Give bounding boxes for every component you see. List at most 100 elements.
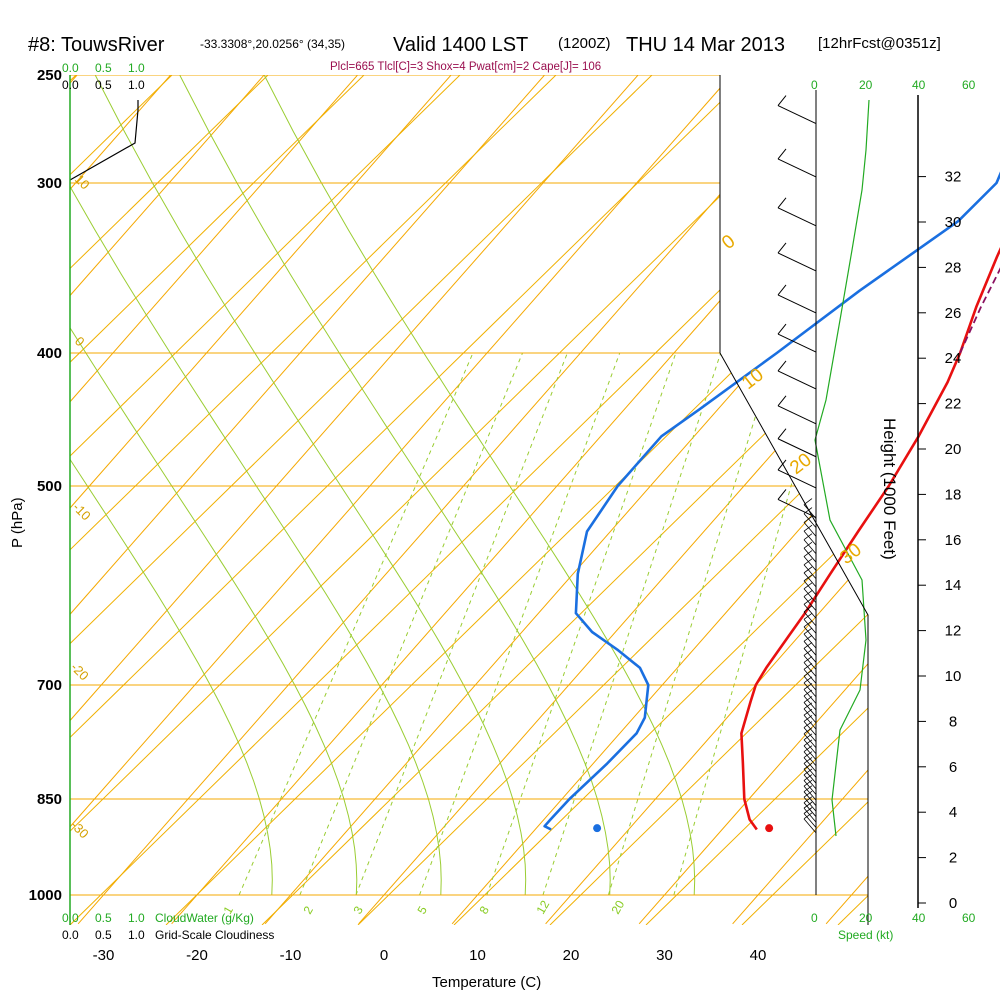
temperature-tick-label: -20 bbox=[186, 947, 208, 964]
temperature-tick-label: -10 bbox=[280, 947, 302, 964]
cloudiness-scale-bottom-1: 0.5 bbox=[95, 928, 112, 942]
wind-barb bbox=[803, 605, 817, 627]
mixing-ratio-label: 20 bbox=[608, 898, 627, 917]
speed-tick-bottom-0: 0 bbox=[811, 911, 818, 925]
wind-barb bbox=[803, 533, 817, 554]
height-tick-label: 6 bbox=[949, 759, 957, 776]
dry-adiabat-line bbox=[261, 75, 868, 925]
wind-barb bbox=[803, 683, 817, 704]
mixing-ratio-label: 2 bbox=[300, 903, 316, 916]
mixing-ratio-line bbox=[607, 352, 776, 896]
wind-barb bbox=[803, 566, 817, 588]
wind-barb bbox=[803, 642, 817, 663]
height-tick-label: 30 bbox=[945, 214, 962, 231]
height-tick-label: 20 bbox=[945, 441, 962, 458]
dry-adiabat-line bbox=[70, 75, 269, 925]
isotherm-line bbox=[920, 26, 1000, 924]
speed-tick-top-60: 60 bbox=[962, 78, 976, 92]
isotherm-line bbox=[171, 75, 868, 925]
wind-barb bbox=[803, 656, 817, 677]
valid-time: Valid 1400 LST bbox=[393, 34, 528, 56]
cloudwater-scale-top-0: 0.0 bbox=[62, 61, 79, 75]
station-title: #8: TouwsRiver bbox=[28, 34, 165, 56]
pressure-tick-label: 300 bbox=[37, 175, 62, 192]
y2-axis-label: Height (1000 Feet) bbox=[880, 418, 899, 560]
wind-barb bbox=[803, 801, 817, 823]
isotherm-line bbox=[70, 75, 776, 925]
station-coords: -33.3308°,20.0256° (34,35) bbox=[200, 37, 345, 51]
wind-barb bbox=[803, 796, 817, 817]
wind-barb bbox=[803, 689, 817, 711]
isotherm-label: 10 bbox=[738, 364, 768, 394]
speed-tick-bottom-40: 40 bbox=[912, 911, 926, 925]
y-axis-label: P (hPa) bbox=[9, 497, 26, 548]
cloudiness-scale-top-2: 1.0 bbox=[128, 78, 145, 92]
dry-adiabat-label: -10 bbox=[70, 500, 94, 524]
wind-barb bbox=[777, 95, 817, 124]
parcel-path bbox=[959, 267, 1000, 354]
wind-barb bbox=[803, 613, 817, 634]
dry-adiabat-line bbox=[70, 75, 845, 925]
wind-barb bbox=[777, 489, 817, 518]
dry-adiabat-line bbox=[357, 75, 868, 925]
wind-barb bbox=[777, 395, 817, 425]
cloudiness-scale-top-1: 0.5 bbox=[95, 78, 112, 92]
height-tick-label: 2 bbox=[949, 850, 957, 867]
plot-edge bbox=[719, 75, 869, 925]
dry-adiabat-line bbox=[165, 75, 868, 925]
isotherm-line bbox=[825, 75, 868, 925]
cloudiness-label: Grid-Scale Cloudiness bbox=[155, 928, 274, 942]
temperature-profile bbox=[740, 246, 1000, 831]
isotherm-line bbox=[70, 75, 495, 925]
moist-adiabat-line bbox=[179, 75, 611, 896]
surface-temperature-marker bbox=[765, 824, 774, 833]
cloudwater-scale-top-1: 0.5 bbox=[95, 61, 112, 75]
speed-tick-bottom-60: 60 bbox=[962, 911, 976, 925]
wind-speed-profile bbox=[814, 99, 870, 837]
mixing-ratio-line bbox=[299, 352, 523, 896]
cloudwater-scale-bottom-2: 1.0 bbox=[128, 911, 145, 925]
moist-adiabat-line bbox=[263, 75, 696, 896]
speed-tick-top-40: 40 bbox=[912, 78, 926, 92]
wind-barb bbox=[803, 550, 817, 571]
dry-adiabat-line bbox=[645, 75, 868, 925]
dry-adiabat-line bbox=[549, 75, 868, 925]
wind-barb bbox=[803, 790, 817, 812]
wind-barb bbox=[803, 541, 817, 563]
wind-barb bbox=[803, 597, 817, 619]
cloudwater-scale-bottom-0: 0.0 bbox=[62, 911, 79, 925]
valid-date: THU 14 Mar 2013 bbox=[626, 34, 785, 56]
mixing-ratio-line bbox=[419, 352, 621, 896]
dewpoint-profile bbox=[543, 171, 1000, 831]
wind-barb bbox=[803, 745, 817, 766]
height-tick-label: 8 bbox=[949, 713, 957, 730]
pressure-tick-label: 400 bbox=[37, 345, 62, 362]
isotherm-line bbox=[70, 75, 589, 925]
moist-adiabat-line bbox=[70, 75, 273, 896]
mixing-ratio-line bbox=[486, 352, 677, 896]
height-tick-label: 24 bbox=[945, 350, 962, 367]
wind-barb bbox=[803, 574, 817, 596]
isotherm-label: 30 bbox=[836, 539, 866, 569]
cloudwater-scale-bottom-1: 0.5 bbox=[95, 911, 112, 925]
temperature-tick-label: -30 bbox=[93, 947, 115, 964]
x-axis-label: Temperature (C) bbox=[432, 974, 541, 991]
height-tick-label: 12 bbox=[945, 623, 962, 640]
mixing-ratio-label: 12 bbox=[533, 898, 552, 917]
wind-barb bbox=[803, 702, 817, 724]
mixing-ratio-line bbox=[542, 352, 722, 896]
height-tick-label: 0 bbox=[949, 895, 957, 912]
wind-barb bbox=[803, 634, 817, 656]
pressure-tick-label: 500 bbox=[37, 478, 62, 495]
temperature-tick-label: 0 bbox=[380, 947, 388, 964]
pressure-tick-label: 1000 bbox=[29, 887, 62, 904]
height-tick-label: 10 bbox=[945, 668, 962, 685]
height-tick-label: 18 bbox=[945, 486, 962, 503]
mixing-ratio-label: 8 bbox=[476, 903, 492, 916]
moist-adiabat-line bbox=[70, 75, 358, 896]
wind-barb bbox=[803, 807, 817, 828]
pressure-tick-label: 850 bbox=[37, 791, 62, 808]
wind-barb bbox=[803, 676, 817, 698]
dry-adiabat-line bbox=[70, 75, 653, 925]
